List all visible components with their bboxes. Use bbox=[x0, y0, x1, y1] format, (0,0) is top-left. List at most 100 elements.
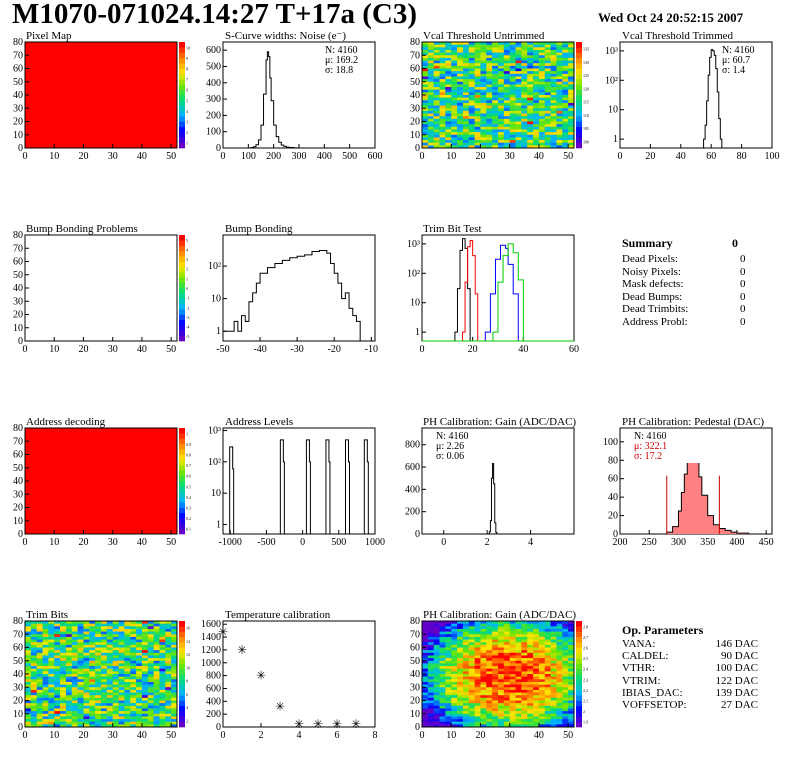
ph_gain_map-cell bbox=[533, 679, 540, 683]
trim_bits-cell bbox=[89, 721, 96, 725]
ph_gain_map-cell bbox=[480, 674, 487, 678]
trim_bits-cell bbox=[48, 663, 55, 667]
trim_bits-cell bbox=[112, 684, 119, 688]
trim_bits-cell bbox=[118, 708, 125, 712]
vcal_trimmed-series-line bbox=[703, 49, 723, 148]
vcal_untrimmed-cell bbox=[533, 79, 540, 83]
trim_bits-cell bbox=[83, 719, 90, 723]
pixel_map-colorbar-step bbox=[179, 68, 185, 75]
ph_gain_map-cell bbox=[445, 719, 452, 723]
vcal_untrimmed-cell bbox=[533, 84, 540, 88]
vcal_untrimmed-cell bbox=[568, 113, 575, 117]
ph_gain_map-cell bbox=[462, 695, 470, 699]
ph_gain_map-cell bbox=[556, 703, 563, 707]
trim_bits-cell bbox=[136, 650, 143, 654]
vcal_untrimmed-cell bbox=[480, 116, 487, 120]
trim_bits-cell bbox=[130, 655, 137, 659]
vcal_untrimmed-cell bbox=[486, 132, 493, 136]
vcal_untrimmed-cell bbox=[515, 145, 522, 149]
vcal_untrimmed-cell bbox=[427, 142, 435, 146]
trim_bits-cell bbox=[25, 703, 32, 707]
vcal_untrimmed-cell bbox=[521, 134, 528, 138]
trim_bits-colorbar-step bbox=[179, 705, 185, 712]
ph_gain_map-cell bbox=[433, 636, 440, 640]
trim_bits-cell bbox=[118, 719, 125, 723]
vcal_untrimmed-cell bbox=[427, 129, 435, 133]
trim_bits-cell bbox=[60, 628, 67, 632]
trim_bits-cell bbox=[153, 716, 160, 720]
trim_bits-cell bbox=[77, 668, 84, 672]
trim_bits-cell bbox=[65, 644, 73, 648]
trim_bits-cell bbox=[171, 626, 178, 630]
ph_gain_map-cell bbox=[556, 684, 563, 688]
trim_bits-cell bbox=[159, 676, 166, 680]
trim_bits-cell bbox=[153, 658, 160, 662]
trim_bits-cell bbox=[25, 687, 32, 691]
ph_gain_map-cell bbox=[521, 663, 528, 667]
temperature-y-tick-label: 0 bbox=[216, 722, 221, 733]
vcal_untrimmed-cell bbox=[515, 126, 522, 130]
address_decoding-colorbar-step bbox=[179, 512, 185, 519]
vcal_untrimmed-cell bbox=[568, 42, 575, 46]
trim_bits-cell bbox=[77, 687, 84, 691]
trim_bits-cell bbox=[77, 650, 84, 654]
ph_gain_map-cell bbox=[568, 621, 575, 625]
vcal_untrimmed-cell bbox=[439, 142, 446, 146]
vcal_untrimmed-cell bbox=[544, 79, 552, 83]
ph_gain_map-cell bbox=[556, 674, 563, 678]
ph_gain_map-cell bbox=[538, 674, 546, 678]
vcal_untrimmed-cell bbox=[550, 55, 557, 59]
vcal_untrimmed-cell bbox=[480, 134, 487, 138]
ph_gain_map-cell bbox=[556, 721, 563, 725]
ph_gain_map-cell bbox=[457, 700, 464, 704]
vcal_untrimmed-cell bbox=[550, 81, 557, 85]
vcal_untrimmed-cell bbox=[427, 110, 435, 114]
trim_bits-cell bbox=[124, 650, 131, 654]
ph_gain_map-cell bbox=[550, 663, 557, 667]
trim_bits-cell bbox=[54, 636, 61, 640]
scurve-series-line bbox=[248, 51, 300, 149]
trim_bits-cell bbox=[106, 679, 114, 683]
vcal_untrimmed-cell bbox=[509, 63, 516, 67]
vcal_untrimmed-cell bbox=[492, 100, 499, 104]
vcal_untrimmed-cell bbox=[533, 42, 540, 46]
ph_gain_map-y-tick-label: 80 bbox=[410, 616, 420, 627]
trim_bits-cell bbox=[130, 639, 137, 643]
trim_bits-cell bbox=[124, 724, 131, 728]
vcal_untrimmed-cell bbox=[468, 145, 476, 149]
ph_gain_map-cell bbox=[474, 647, 481, 651]
vcal_untrimmed-cell bbox=[503, 89, 511, 93]
ph_gain_map-cell bbox=[427, 700, 435, 704]
trim_bits-cell bbox=[159, 679, 166, 683]
pixel_map-y-tick-label: 80 bbox=[13, 37, 23, 48]
vcal_untrimmed-cell bbox=[462, 102, 470, 106]
vcal_untrimmed-cell bbox=[498, 60, 505, 64]
vcal_untrimmed-cell bbox=[544, 52, 552, 56]
vcal_untrimmed-cell bbox=[550, 145, 557, 149]
vcal_untrimmed-cell bbox=[427, 44, 435, 48]
trim_bits-cell bbox=[48, 679, 55, 683]
ph_gain_map-cell bbox=[462, 647, 470, 651]
trim_bits-cell bbox=[48, 671, 55, 675]
vcal_untrimmed-cell bbox=[445, 110, 452, 114]
trim_bits-cell bbox=[112, 695, 119, 699]
ph_gain_map-cell bbox=[498, 658, 505, 662]
address-level-peak bbox=[229, 446, 235, 534]
ph_gain_map-cell bbox=[427, 634, 435, 638]
trim_bits-cell bbox=[153, 719, 160, 723]
trim_bits-cell bbox=[141, 626, 149, 630]
vcal_untrimmed-cell bbox=[503, 129, 511, 133]
trim_bits-cell bbox=[30, 700, 38, 704]
pixel_map-colorbar-step bbox=[179, 79, 185, 85]
ph_gain_map-cell bbox=[433, 679, 440, 683]
vcal_untrimmed-cell bbox=[538, 47, 546, 51]
trim_bits-cell bbox=[153, 711, 160, 715]
ph_gain_map-cell bbox=[527, 652, 534, 656]
trim_bits-cell bbox=[60, 626, 67, 630]
ph_gain_map-cell bbox=[521, 631, 528, 635]
trim_bits-cell bbox=[159, 700, 166, 704]
ph_gain_map-cell bbox=[562, 700, 569, 704]
ph_gain_map-cell bbox=[527, 719, 534, 723]
vcal_untrimmed-cell bbox=[462, 55, 470, 59]
vcal_untrimmed-cell bbox=[445, 100, 452, 104]
